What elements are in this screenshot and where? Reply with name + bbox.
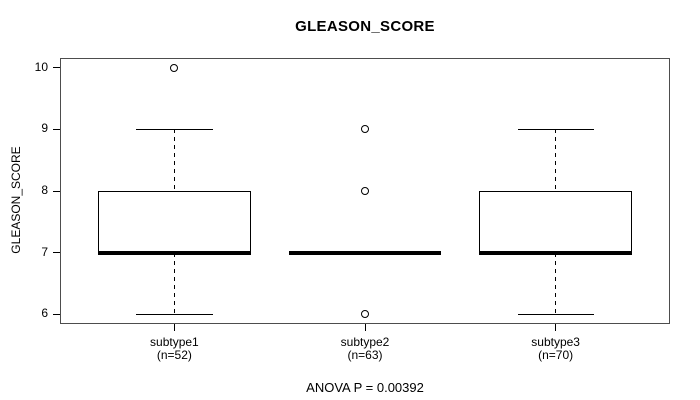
x-tick-mark: [555, 324, 557, 331]
outlier-point: [361, 187, 369, 195]
lower-whisker-cap: [136, 313, 213, 315]
upper-whisker-cap: [136, 128, 213, 130]
upper-whisker-stem: [555, 129, 557, 191]
x-tick-mark: [173, 324, 175, 331]
anova-p-annotation: ANOVA P = 0.00392: [306, 380, 424, 395]
x-tick-label: subtype3: [531, 335, 580, 349]
y-tick-mark: [53, 67, 60, 69]
lower-whisker-cap: [517, 313, 594, 315]
x-tick-mark: [364, 324, 366, 331]
outlier-point: [361, 310, 369, 319]
y-tick-label: 9: [41, 121, 48, 136]
y-tick-label: 7: [41, 244, 48, 259]
x-tick-sublabel: (n=63): [347, 348, 383, 362]
outlier-point: [361, 125, 369, 134]
y-tick-label: 8: [41, 183, 48, 197]
y-tick-mark: [53, 252, 60, 254]
median-line: [98, 250, 251, 255]
y-tick-mark: [53, 313, 60, 315]
y-tick-label: 10: [34, 59, 48, 74]
iqr-box: [98, 191, 251, 253]
y-tick-mark: [53, 190, 60, 192]
upper-whisker-stem: [173, 129, 175, 191]
x-tick-label: subtype1: [150, 335, 199, 349]
y-tick-label: 6: [41, 306, 48, 321]
x-tick-sublabel: (n=70): [538, 348, 574, 362]
median-line: [288, 250, 442, 255]
y-tick-mark: [53, 128, 60, 130]
lower-whisker-stem: [555, 252, 557, 315]
x-tick-sublabel: (n=52): [156, 348, 192, 362]
upper-whisker-cap: [517, 128, 594, 130]
chart-title: GLEASON_SCORE: [295, 18, 435, 35]
outlier-point: [170, 63, 179, 72]
lower-whisker-stem: [173, 252, 175, 315]
x-tick-label: subtype2: [340, 335, 390, 349]
y-axis-label: GLEASON_SCORE: [9, 146, 23, 254]
median-line: [479, 250, 632, 255]
iqr-box: [479, 191, 632, 253]
